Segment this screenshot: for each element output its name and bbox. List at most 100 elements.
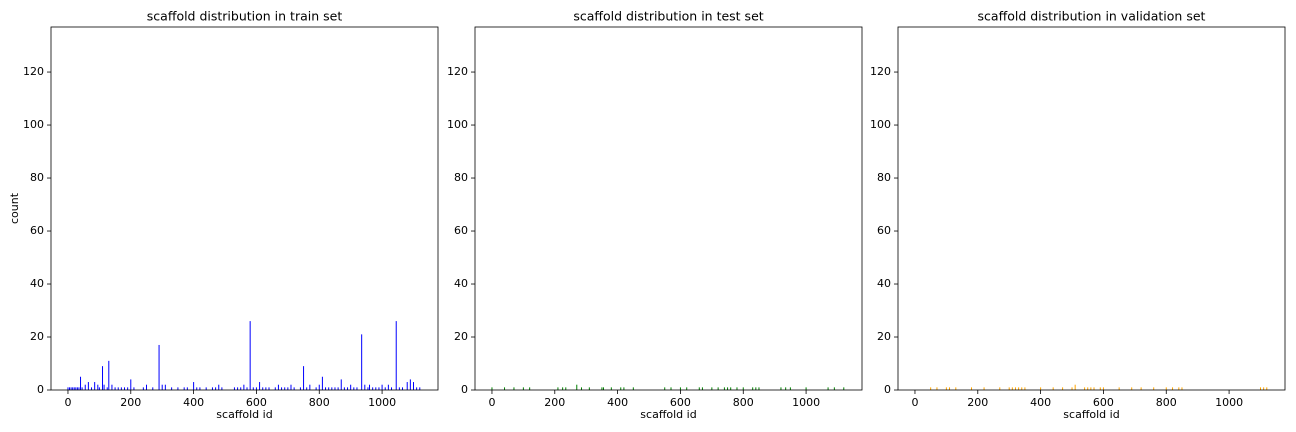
y-tick-label: 80 [30,171,44,184]
bar [945,387,947,390]
bar [384,387,386,390]
bar [268,387,270,390]
bar [290,384,292,390]
bar [91,387,93,390]
bar [98,387,100,390]
y-tick-label: 100 [23,118,44,131]
bar [281,387,283,390]
bar [971,387,973,390]
y-tick-label: 20 [30,330,44,343]
bar [120,387,122,390]
bar [117,387,119,390]
bar [130,379,132,390]
bar [723,387,725,390]
x-tick-label: 1000 [1215,396,1243,409]
bar [347,387,349,390]
x-tick-label: 800 [1156,396,1177,409]
bar [186,387,188,390]
bar [419,387,421,390]
bar [259,382,261,390]
bar [378,387,380,390]
y-tick-label: 120 [447,65,468,78]
bar [664,387,666,390]
bar [199,387,201,390]
bar [1093,387,1095,390]
bar [670,387,672,390]
bar [406,382,408,390]
bar [1259,387,1261,390]
bar [698,387,700,390]
bar [805,387,807,390]
bar [1008,387,1010,390]
plot-frame [474,26,863,391]
bar [412,382,414,390]
bar [237,387,239,390]
bar [602,387,604,390]
bar [402,387,404,390]
bar [299,387,301,390]
x-axis-label: scaffold id [640,408,696,421]
bar [334,387,336,390]
bar [381,384,383,390]
bar [701,387,703,390]
bar [1024,387,1026,390]
bar [111,384,113,390]
bar [727,387,729,390]
bar [318,384,320,390]
bar [375,387,377,390]
bar [1153,387,1155,390]
bar [161,384,163,390]
bar [303,366,305,390]
bar [69,387,71,390]
x-tick-label: 400 [607,396,628,409]
bar [686,387,688,390]
bar [72,387,74,390]
bar [930,387,932,390]
y-tick-label: 0 [884,383,891,396]
bar [124,387,126,390]
bar [1172,387,1174,390]
bar [789,387,791,390]
bar [364,384,366,390]
bar [1178,387,1180,390]
bar [221,387,223,390]
bar [306,387,308,390]
bar [331,387,333,390]
bar [81,387,83,390]
bar [983,387,985,390]
bar [356,387,358,390]
bar [1165,387,1167,390]
bar [1021,387,1023,390]
x-tick-label: 0 [488,396,495,409]
bar [315,387,317,390]
bar [1087,387,1089,390]
bar [87,382,89,390]
x-tick-label: 400 [1030,396,1051,409]
bar [1052,387,1054,390]
bar [287,387,289,390]
y-tick-label: 40 [877,277,891,290]
bar [1018,387,1020,390]
bar [193,382,195,390]
y-tick-label: 60 [454,224,468,237]
y-tick-label: 0 [461,383,468,396]
y-tick-label: 20 [454,330,468,343]
bar [350,384,352,390]
bar [321,376,323,390]
bar [67,387,69,390]
bar [114,387,116,390]
bar [361,334,363,390]
bar [1014,387,1016,390]
plot-frame [897,26,1286,391]
bar [504,387,506,390]
x-tick-label: 400 [183,396,204,409]
bar [679,387,681,390]
bar [309,384,311,390]
bar [102,366,104,390]
chart-title: scaffold distribution in test set [573,9,763,24]
bar [736,387,738,390]
bar [576,384,578,390]
bar [246,387,248,390]
bar [623,387,625,390]
